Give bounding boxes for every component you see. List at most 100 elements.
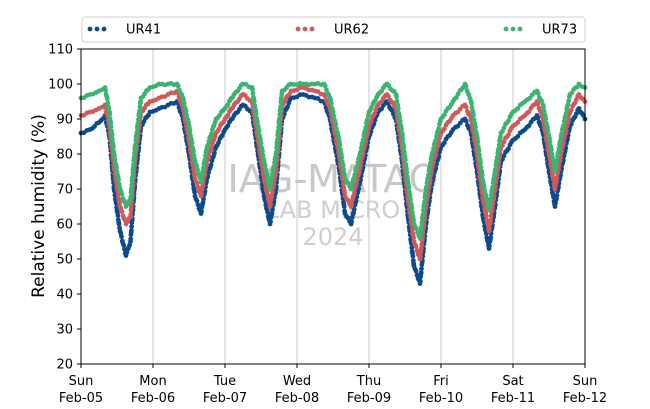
data-point	[199, 208, 204, 214]
y-tick-label: 50	[56, 253, 73, 268]
data-point	[414, 226, 419, 232]
data-point	[137, 108, 142, 114]
data-point	[568, 107, 574, 113]
data-point	[349, 201, 355, 207]
data-point	[475, 139, 481, 145]
x-tick-label-day: Fri	[433, 374, 449, 389]
data-point	[496, 142, 502, 148]
y-tick-label: 80	[56, 148, 73, 163]
data-point	[545, 128, 551, 134]
data-point	[265, 192, 270, 198]
x-axis: Sun Feb-05 Mon Feb-06 Tue Feb-07 Wed Feb-08 Thu F…	[59, 364, 607, 406]
data-point	[554, 193, 560, 198]
data-point	[496, 146, 502, 152]
data-point	[563, 128, 569, 134]
y-tick-label: 60	[56, 218, 73, 233]
data-point	[268, 219, 273, 225]
data-point	[265, 209, 270, 215]
data-point	[275, 137, 280, 143]
data-point	[216, 126, 222, 132]
data-point	[128, 194, 134, 200]
data-point	[563, 110, 569, 116]
data-point	[181, 100, 187, 106]
data-point	[201, 165, 206, 171]
data-point	[135, 121, 141, 126]
legend-marker	[517, 26, 523, 32]
data-point	[403, 157, 408, 163]
data-point	[262, 163, 268, 169]
data-point	[418, 233, 423, 238]
data-point	[275, 128, 281, 134]
data-point	[349, 219, 354, 225]
data-point	[535, 90, 541, 96]
legend-label: UR62	[334, 23, 369, 38]
data-point	[526, 109, 532, 115]
data-point	[399, 126, 404, 132]
x-tick-label-date: Feb-09	[347, 391, 391, 406]
data-point	[476, 148, 482, 154]
data-point	[397, 114, 403, 120]
data-point	[469, 101, 474, 106]
data-point	[109, 132, 115, 138]
data-point	[407, 193, 413, 199]
data-point	[110, 136, 115, 142]
data-point	[556, 145, 562, 151]
y-tick-label: 70	[56, 183, 73, 198]
data-point	[260, 149, 265, 154]
data-point	[116, 177, 121, 183]
data-point	[268, 201, 273, 207]
data-point	[506, 118, 511, 124]
data-point	[545, 124, 550, 130]
data-point	[258, 137, 263, 143]
data-point	[195, 202, 201, 208]
vertical-grid	[152, 49, 514, 364]
data-point	[488, 196, 494, 202]
data-point	[119, 191, 125, 197]
data-point	[269, 210, 275, 216]
data-point	[423, 190, 428, 196]
data-point	[442, 112, 447, 118]
data-point	[129, 182, 135, 188]
data-point	[409, 205, 415, 211]
data-point	[488, 235, 494, 240]
x-tick-label-day: Sun	[69, 374, 94, 389]
data-point	[131, 162, 136, 168]
data-point	[342, 189, 347, 195]
data-point	[431, 146, 436, 151]
data-point	[108, 124, 114, 129]
data-point	[278, 104, 283, 110]
y-tick-label: 40	[56, 288, 73, 303]
data-point	[133, 142, 138, 148]
data-point	[408, 197, 413, 203]
data-point	[225, 102, 231, 108]
data-point	[488, 192, 494, 198]
x-tick-label-date: Feb-10	[419, 391, 463, 406]
data-point	[129, 203, 134, 209]
data-point	[419, 266, 424, 272]
data-point	[255, 119, 260, 125]
data-point	[107, 111, 113, 117]
data-point	[368, 118, 374, 124]
data-point	[488, 217, 494, 223]
data-point	[481, 184, 487, 190]
data-point	[352, 189, 357, 195]
data-point	[192, 189, 198, 195]
data-point	[418, 270, 424, 275]
data-point	[187, 128, 193, 134]
data-point	[409, 245, 415, 251]
data-point	[428, 160, 433, 166]
data-point	[134, 129, 140, 135]
data-point	[285, 104, 290, 110]
data-point	[515, 106, 521, 111]
data-point	[250, 91, 256, 96]
watermark-text: 2024	[302, 223, 363, 251]
y-axis-label: Relative humidity (%)	[29, 114, 49, 298]
data-point	[339, 154, 345, 160]
data-point	[506, 146, 511, 152]
y-tick-label: 20	[56, 358, 73, 373]
data-point	[561, 123, 566, 128]
data-point	[442, 140, 447, 146]
data-point	[340, 163, 346, 169]
data-point	[136, 117, 141, 122]
